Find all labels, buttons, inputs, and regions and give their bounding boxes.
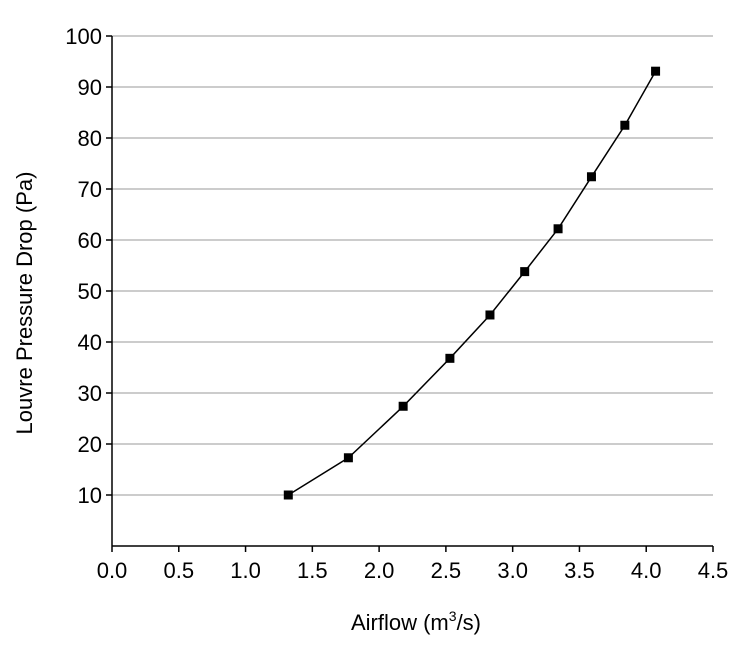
tick-labels: 10 20 30 40 50 60 70 80 90 100 0.0 0.5 1.0 1.5 2.0 2.5 3… <box>65 24 728 583</box>
y-tick-label-1: 20 <box>78 432 102 457</box>
x-axis-title-suffix: /s) <box>457 610 481 635</box>
y-tick-label-4: 50 <box>78 279 102 304</box>
y-tick-label-0: 10 <box>78 483 102 508</box>
x-tick-label-6: 3.0 <box>497 558 528 583</box>
y-tick-label-7: 80 <box>78 126 102 151</box>
x-tick-label-7: 3.5 <box>564 558 595 583</box>
series-line-0 <box>287 70 657 496</box>
data-point-4 <box>485 310 495 320</box>
y-tick-label-5: 60 <box>78 228 102 253</box>
x-axis-title-sup: 3 <box>449 608 457 624</box>
data-point-1 <box>343 453 353 463</box>
axes <box>106 35 714 552</box>
x-tick-label-9: 4.5 <box>698 558 729 583</box>
y-tick-label-2: 30 <box>78 381 102 406</box>
x-tick-label-8: 4.0 <box>631 558 662 583</box>
x-tick-label-2: 1.0 <box>230 558 261 583</box>
y-tick-label-6: 70 <box>78 177 102 202</box>
data-point-5 <box>520 267 530 277</box>
y-tick-label-3: 40 <box>78 330 102 355</box>
data-series <box>283 66 661 500</box>
y-tick-label-9: 100 <box>65 24 102 49</box>
x-tick-label-0: 0.0 <box>97 558 128 583</box>
data-point-0 <box>283 490 293 500</box>
x-tick-label-4: 2.0 <box>364 558 395 583</box>
data-point-6 <box>553 224 563 234</box>
grid-lines <box>112 35 713 496</box>
y-axis-title: Louvre Pressure Drop (Pa) <box>12 172 37 435</box>
x-axis-title: Airflow (m3/s) <box>351 608 481 635</box>
data-point-2 <box>398 401 408 411</box>
x-tick-label-1: 0.5 <box>163 558 194 583</box>
y-tick-label-8: 90 <box>78 75 102 100</box>
x-tick-label-5: 2.5 <box>431 558 462 583</box>
data-point-7 <box>586 172 596 182</box>
data-point-8 <box>620 120 630 130</box>
x-tick-label-3: 1.5 <box>297 558 328 583</box>
x-axis-title-main: Airflow (m <box>351 610 449 635</box>
data-point-3 <box>445 353 455 363</box>
data-point-9 <box>651 66 661 76</box>
